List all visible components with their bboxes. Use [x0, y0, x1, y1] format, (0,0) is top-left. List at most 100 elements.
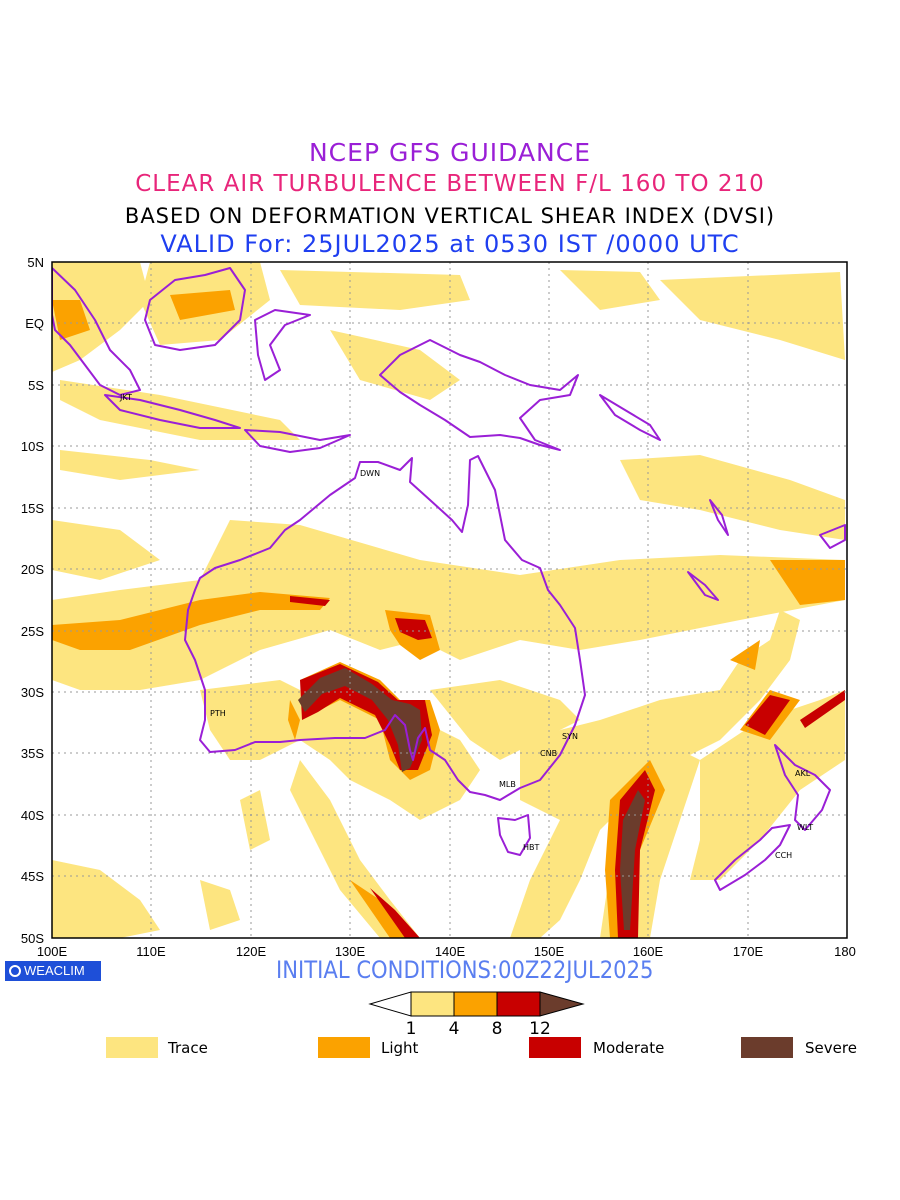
- borneo-coastline: [144, 267, 246, 351]
- colorbar-severe-arrow: [539, 991, 585, 1017]
- city-label: CCH: [775, 851, 792, 860]
- trace-area: [240, 790, 270, 850]
- city-label: MLB: [499, 780, 516, 789]
- title-line-1: NCEP GFS GUIDANCE: [308, 138, 591, 167]
- lat-label: 5N: [27, 255, 44, 270]
- title-line-3: BASED ON DEFORMATION VERTICAL SHEAR INDE…: [124, 204, 776, 228]
- severe-area: [620, 790, 645, 930]
- light-area: [288, 700, 300, 740]
- colorbar-trace: [410, 991, 455, 1017]
- light-area: [730, 640, 760, 670]
- coastlines: [52, 267, 846, 891]
- australia-coastline: [184, 455, 586, 801]
- title-line-2: CLEAR AIR TURBULENCE BETWEEN F/L 160 TO …: [135, 171, 765, 197]
- trace-area: [620, 455, 845, 540]
- lon-label: 120E: [236, 944, 267, 959]
- new-zealand-south-coastline: [714, 824, 791, 891]
- lon-label: 130E: [335, 944, 366, 959]
- trace-area: [660, 272, 845, 360]
- longitude-labels: 100E 110E 120E 130E 140E 150E 160E 170E …: [37, 944, 856, 959]
- lat-label: 20S: [21, 562, 44, 577]
- lon-label: 170E: [733, 944, 764, 959]
- colorbar: 1 4 8 12: [368, 991, 585, 1039]
- colorbar-tick: 4: [449, 1019, 460, 1039]
- new-zealand-north-coastline: [774, 744, 831, 831]
- sumatra-coastline: [52, 267, 141, 396]
- legend-swatch-trace: [106, 1037, 158, 1058]
- tasmania-coastline: [497, 814, 531, 856]
- moderate-area: [395, 618, 432, 640]
- light-area: [52, 592, 330, 650]
- lat-label: 50S: [21, 931, 44, 946]
- legend-swatch-severe: [741, 1037, 793, 1058]
- moderate-area: [800, 690, 845, 728]
- lesser-sunda-coastline: [244, 429, 351, 453]
- map-frame: [51, 261, 848, 939]
- moderate-area: [370, 888, 420, 938]
- city-label: WLT: [797, 823, 813, 832]
- java-coastline: [104, 394, 241, 429]
- city-label: SYN: [562, 732, 578, 741]
- legend-label-trace: Trace: [168, 1039, 208, 1057]
- new-guinea-coastline: [379, 339, 579, 451]
- trace-area: [52, 520, 160, 580]
- city-label: AKL: [795, 769, 811, 778]
- light-area: [170, 290, 235, 320]
- solomon-coastline: [599, 394, 661, 441]
- colorbar-under-arrow: [368, 991, 412, 1017]
- trace-area: [280, 270, 470, 310]
- title-valid-time: VALID For: 25JUL2025 at 0530 IST /0000 U…: [160, 230, 740, 258]
- trace-area: [330, 330, 460, 400]
- fiji-coastline: [819, 524, 846, 549]
- city-label: DWN: [360, 469, 380, 478]
- map-grid: [52, 262, 847, 938]
- colorbar-light: [453, 991, 498, 1017]
- city-label: JKT: [119, 393, 132, 402]
- logo-circle-icon: [9, 965, 21, 977]
- trace-area: [52, 262, 150, 372]
- trace-area: [52, 520, 845, 690]
- lat-label: 15S: [21, 501, 44, 516]
- sulawesi-coastline: [254, 309, 311, 381]
- city-labels: JKT DWN PTH SYN CNB MLB HBT AKL WLT CCH: [119, 393, 813, 860]
- legend-label-moderate: Moderate: [593, 1039, 665, 1057]
- lat-label: 25S: [21, 624, 44, 639]
- legend-swatch-light: [318, 1037, 370, 1058]
- lon-label: 150E: [534, 944, 565, 959]
- trace-area: [430, 680, 580, 760]
- trace-area: [290, 760, 420, 938]
- city-label: PTH: [210, 709, 226, 718]
- trace-area: [560, 270, 660, 310]
- turbulence-shading: [52, 262, 845, 938]
- lat-label: 5S: [28, 378, 44, 393]
- colorbar-tick: 12: [529, 1019, 551, 1039]
- moderate-area: [290, 596, 330, 606]
- lat-label: 35S: [21, 746, 44, 761]
- severe-area: [298, 668, 422, 772]
- trace-area: [690, 690, 845, 880]
- lat-label: 10S: [21, 439, 44, 454]
- colorbar-moderate: [496, 991, 541, 1017]
- lon-label: 180: [834, 944, 856, 959]
- moderate-area: [745, 695, 790, 735]
- colorbar-tick: 8: [492, 1019, 503, 1039]
- light-area: [52, 300, 90, 340]
- lon-label: 140E: [435, 944, 466, 959]
- light-area: [770, 560, 845, 605]
- city-label: HBT: [523, 843, 540, 852]
- weaclim-logo: WEACLIM: [5, 961, 101, 981]
- lat-label: 30S: [21, 685, 44, 700]
- trace-area: [52, 860, 160, 938]
- lat-label: 45S: [21, 869, 44, 884]
- legend-label-light: Light: [381, 1039, 419, 1057]
- lat-label: 40S: [21, 808, 44, 823]
- lon-label: 160E: [633, 944, 664, 959]
- trace-area: [60, 450, 200, 480]
- colorbar-tick: 1: [406, 1019, 417, 1039]
- initial-conditions: INITIAL CONDITIONS:00Z22JUL2025: [276, 956, 654, 984]
- legend-label-severe: Severe: [805, 1039, 857, 1057]
- logo-text: WEACLIM: [24, 963, 85, 978]
- city-label: CNB: [540, 749, 557, 758]
- legend-swatch-moderate: [529, 1037, 581, 1058]
